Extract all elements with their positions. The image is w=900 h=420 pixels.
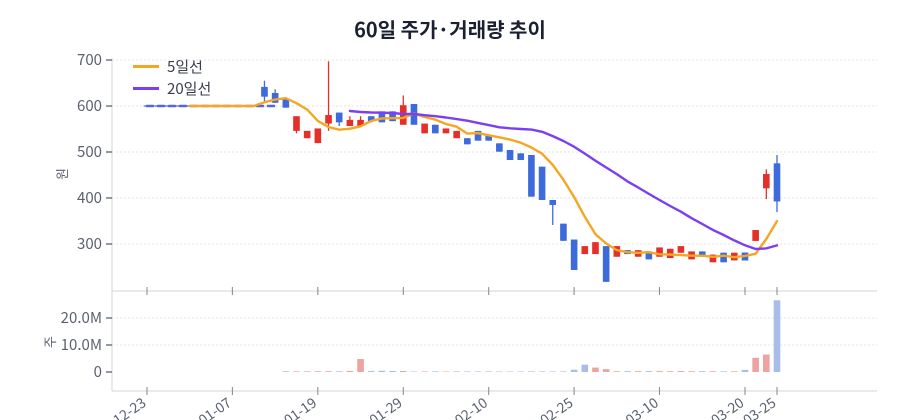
svg-text:10.0M: 10.0M: [61, 334, 102, 355]
svg-text:01-29: 01-29: [365, 393, 406, 420]
svg-text:400: 400: [77, 187, 102, 208]
svg-text:03-10: 03-10: [621, 393, 662, 420]
svg-text:0: 0: [94, 361, 102, 382]
svg-text:700: 700: [77, 49, 102, 70]
svg-text:01-19: 01-19: [280, 393, 321, 420]
svg-text:12-23: 12-23: [109, 393, 150, 420]
svg-text:02-25: 02-25: [536, 393, 577, 420]
svg-text:02-10: 02-10: [451, 393, 492, 420]
svg-text:600: 600: [77, 95, 102, 116]
svg-text:01-07: 01-07: [194, 393, 235, 420]
svg-text:300: 300: [77, 233, 102, 254]
svg-text:20.0M: 20.0M: [61, 307, 102, 328]
svg-text:500: 500: [77, 141, 102, 162]
